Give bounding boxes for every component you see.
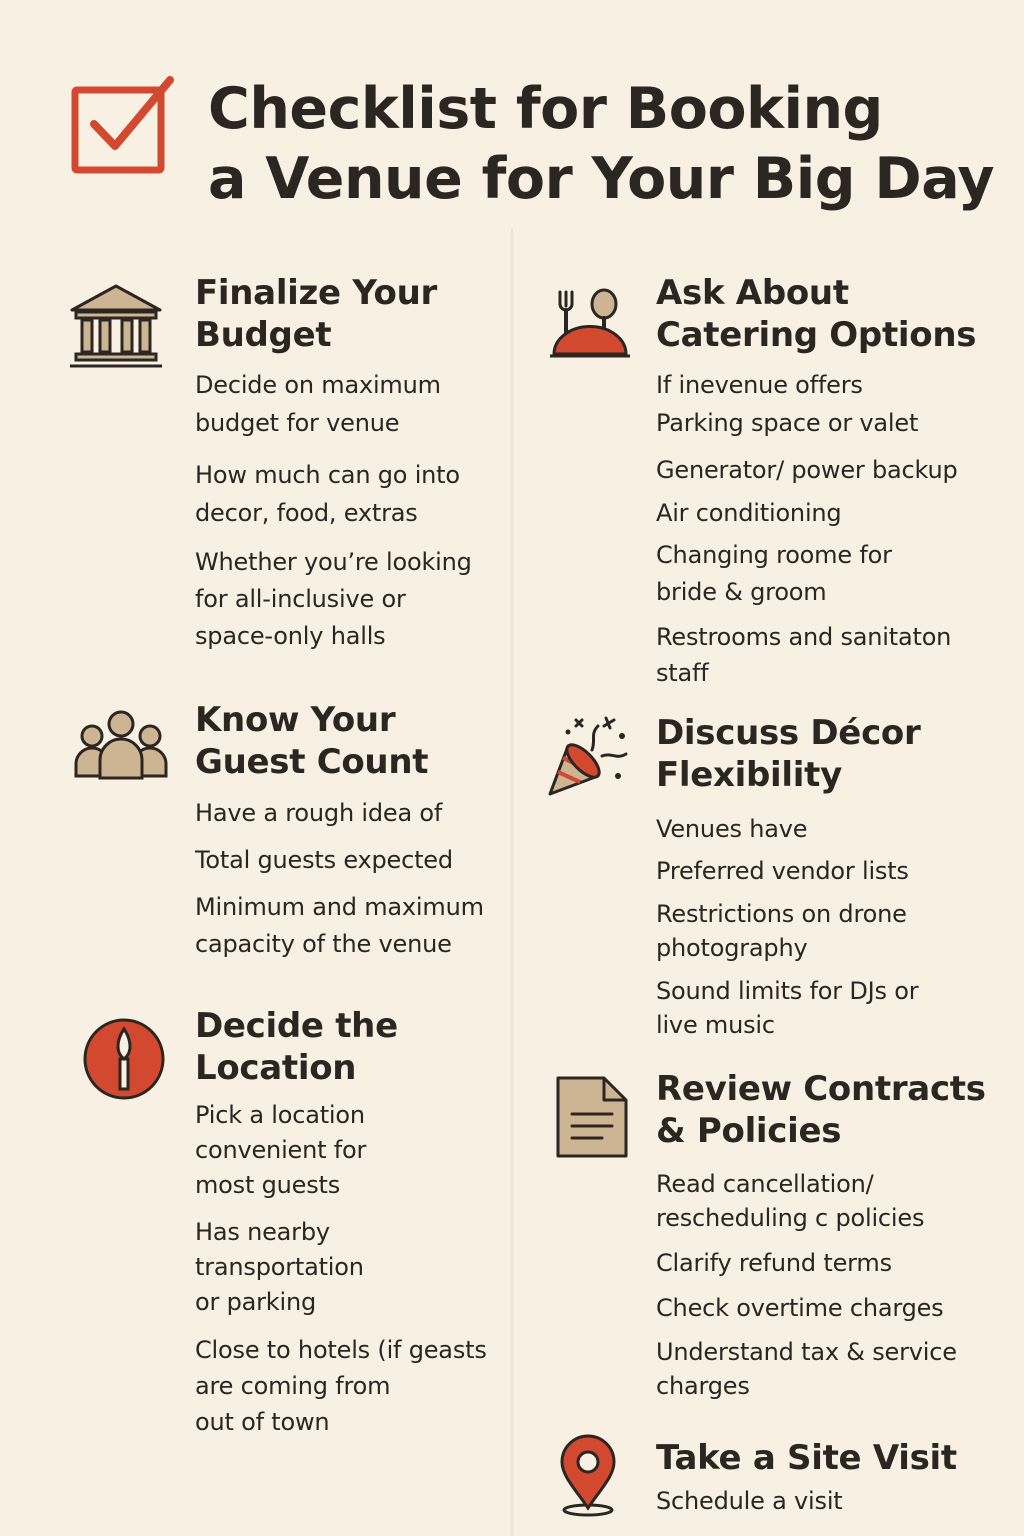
section-title: Review Contracts & Policies (656, 1069, 986, 1151)
section-location: Decide the Location Pick a location conv… (195, 1005, 505, 1440)
section-budget: Finalize Your Budget Decide on maximum b… (195, 272, 505, 655)
section-title: Ask About Catering Options (656, 273, 977, 355)
section-catering: Ask About Catering Options If inevenue o… (656, 272, 1016, 691)
section-title: Know Your Guest Count (195, 700, 429, 782)
map-pin-icon (560, 1434, 616, 1517)
party-popper-icon (548, 716, 628, 796)
section-title: Decide the Location (195, 1006, 398, 1088)
section-decor: Discuss Décor Flexibility Venues have Pr… (656, 712, 1016, 1042)
list-item: Minimum and maximum capacity of the venu… (195, 893, 484, 958)
list-item: Decide on maximum budget for venue (195, 371, 441, 437)
section-title: Take a Site Visit (656, 1438, 957, 1478)
list-item: Check overtime charges (656, 1294, 944, 1322)
list-item: Understand tax & service charges (656, 1338, 957, 1400)
column-divider (511, 228, 513, 1536)
location-torch-icon (83, 1018, 165, 1100)
checklist: Schedule a visit (656, 1483, 1016, 1519)
list-item: Has nearby transportation or parking (195, 1218, 364, 1316)
list-item: Whether you’re looking for all-inclusive… (195, 548, 472, 650)
list-item: Schedule a visit (656, 1487, 843, 1515)
section-title: Finalize Your Budget (195, 273, 437, 355)
list-item: If inevenue offers Parking space or vale… (656, 371, 919, 437)
section-site-visit: Take a Site Visit Schedule a visit (656, 1437, 1016, 1519)
list-item: Clarify refund terms (656, 1249, 892, 1277)
list-item: Preferred vendor lists (656, 857, 909, 885)
section-contracts: Review Contracts & Policies Read cancell… (656, 1068, 1016, 1403)
contract-document-icon (556, 1076, 628, 1158)
list-item: How much can go into decor, food, extras (195, 461, 460, 527)
checklist: If inevenue offers Parking space or vale… (656, 366, 1016, 691)
bank-building-icon (70, 284, 162, 368)
checklist: Read cancellation/ rescheduling c polici… (656, 1167, 1016, 1403)
list-item: Generator/ power backup (656, 456, 958, 484)
checklist: Have a rough idea of Total guests expect… (195, 795, 505, 963)
list-item: Pick a location convenient for most gues… (195, 1101, 367, 1199)
list-item: Sound limits for DJs or live music (656, 977, 919, 1039)
guests-group-icon (74, 710, 168, 780)
section-guest-count: Know Your Guest Count Have a rough idea … (195, 699, 505, 963)
list-item: Read cancellation/ rescheduling c polici… (656, 1170, 925, 1232)
list-item: Total guests expected (195, 846, 453, 874)
catering-cloche-icon (550, 288, 630, 358)
checklist: Decide on maximum budget for venue How m… (195, 366, 505, 655)
checkbox-checked-icon (71, 76, 174, 174)
section-title: Discuss Décor Flexibility (656, 713, 921, 795)
list-item: Restrooms and sanitaton staff (656, 623, 952, 687)
checklist: Pick a location convenient for most gues… (195, 1098, 505, 1440)
list-item: Venues have (656, 815, 808, 843)
checklist: Venues have Preferred vendor lists Restr… (656, 811, 1016, 1042)
list-item: Air conditioning (656, 499, 842, 527)
page-title: Checklist for Booking a Venue for Your B… (208, 76, 995, 212)
list-item: Changing roome for bride & groom (656, 541, 892, 606)
list-item: Close to hotels (if geasts are coming fr… (195, 1336, 487, 1436)
list-item: Have a rough idea of (195, 799, 443, 827)
list-item: Restrictions on drone photography (656, 900, 907, 962)
